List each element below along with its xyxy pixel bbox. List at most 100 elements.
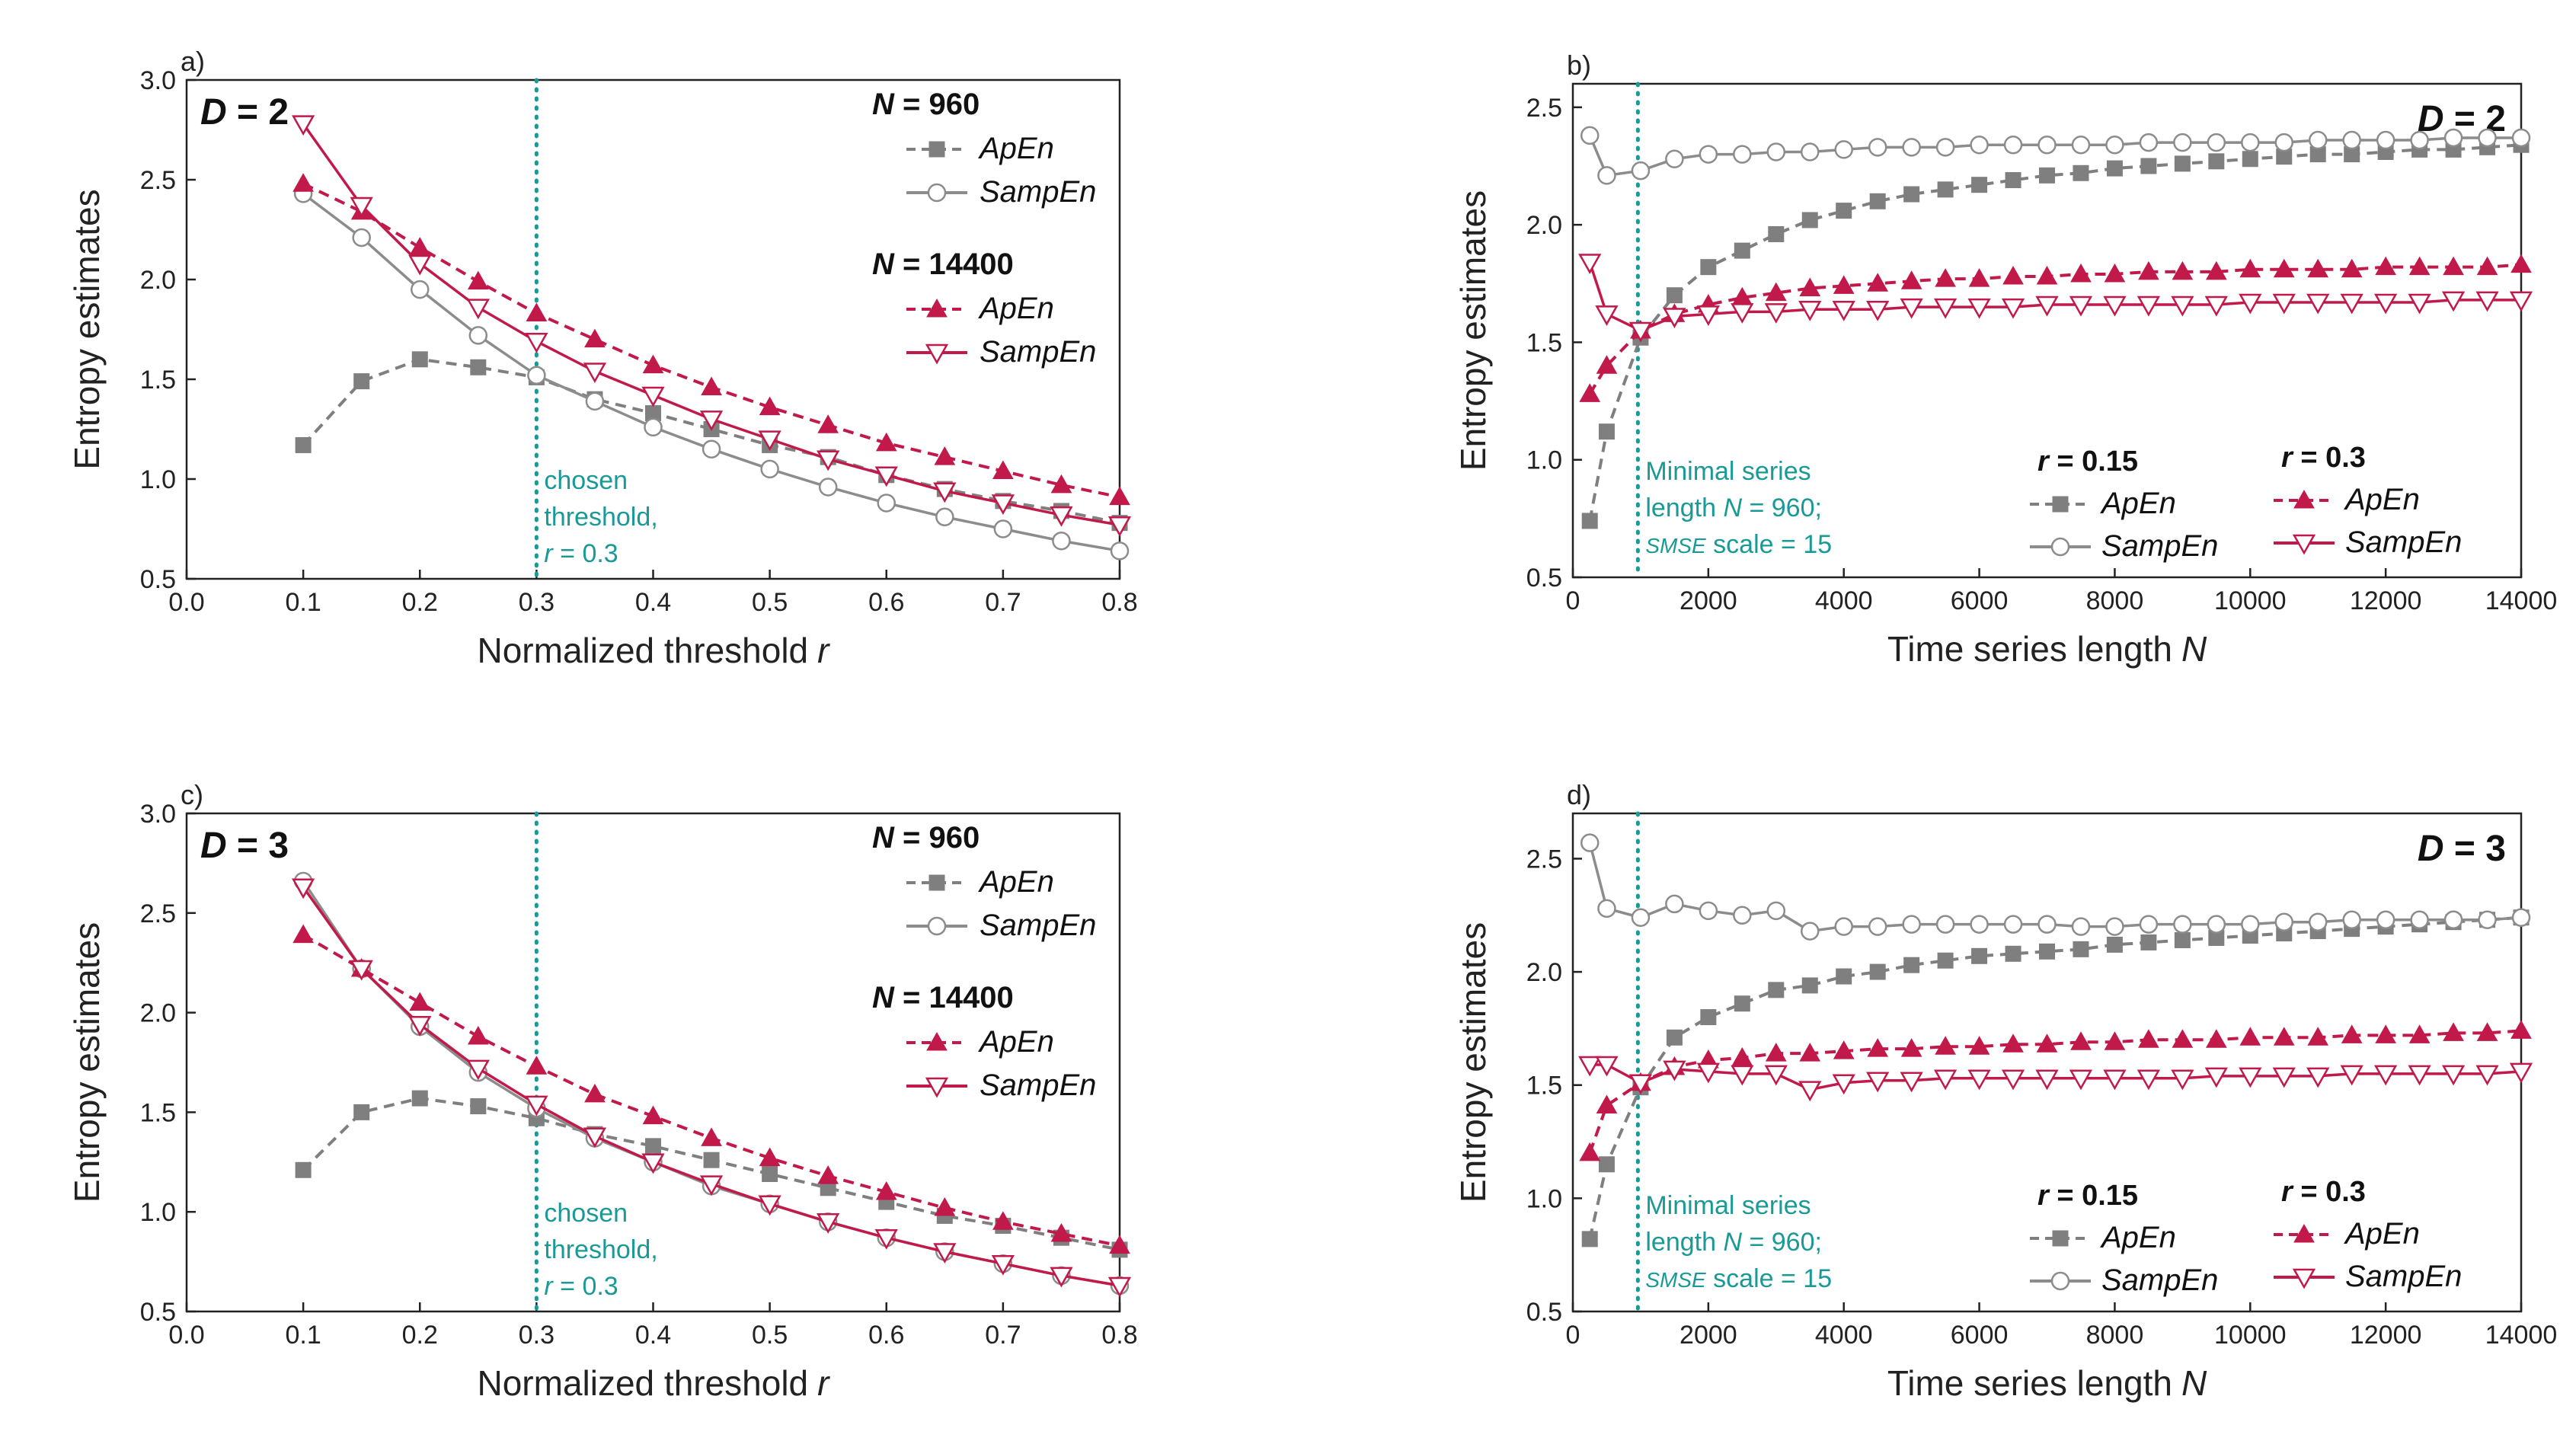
data-point: [2374, 293, 2398, 315]
series-sampen-1: [1580, 833, 2531, 941]
data-point: [1733, 145, 1752, 164]
series-sampen-1: [1580, 126, 2531, 185]
data-point: [1798, 1081, 1822, 1102]
data-point: [699, 411, 724, 431]
data-point: [762, 1165, 778, 1182]
plot-frame: [1571, 812, 2523, 1313]
data-point: [1596, 1094, 1618, 1113]
data-point: [350, 196, 373, 218]
data-point: [295, 436, 312, 453]
data-point: [644, 417, 663, 437]
data-point: [2172, 1029, 2194, 1048]
data-point: [1597, 166, 1616, 185]
data-point: [1869, 963, 1886, 980]
x-axis-title-main: Normalized threshold: [478, 631, 809, 670]
series-sampen-3: [291, 115, 1132, 537]
data-point: [1902, 915, 1921, 934]
data-point: [1734, 242, 1750, 259]
x-tick-label: 0.0: [168, 588, 204, 617]
reference-annotation-line: r = 0.3: [544, 539, 618, 568]
data-point: [2106, 160, 2123, 177]
data-point: [703, 1152, 720, 1168]
data-point: [2204, 1067, 2228, 1088]
x-tick-label: 10000: [2214, 1321, 2287, 1350]
y-tick-label: 1.0: [1526, 446, 1562, 475]
data-point: [2173, 133, 2192, 152]
data-point: [1663, 308, 1686, 329]
data-point: [2003, 915, 2023, 934]
legend-title: r = 0.3: [2281, 442, 2366, 474]
legend-title: N = 14400: [872, 981, 1014, 1014]
data-point: [1765, 282, 1787, 302]
x-axis-title-var: N: [2181, 629, 2207, 669]
x-tick-label: 0.4: [635, 1321, 671, 1350]
data-point: [1050, 1267, 1073, 1288]
legend-swatch-marker: [926, 1031, 948, 1051]
data-point: [2208, 153, 2225, 170]
data-point: [353, 373, 370, 390]
data-point: [1801, 142, 1820, 161]
data-point: [408, 1016, 432, 1037]
data-point: [2306, 1067, 2330, 1088]
data-point: [2241, 133, 2260, 152]
data-point: [1937, 181, 1954, 198]
data-point: [1628, 321, 1653, 343]
data-point: [2376, 130, 2395, 150]
data-point: [2509, 291, 2533, 312]
legend: r = 0.15 ApEn SampEn r = 0.3 ApEn SampEn: [2030, 442, 2462, 563]
y-tick-label: 2.0: [1526, 211, 1562, 240]
data-point: [817, 450, 840, 471]
data-point: [1766, 142, 1786, 161]
data-point: [1832, 1074, 1855, 1095]
data-point: [2039, 167, 2055, 184]
y-tick-label: 1.0: [140, 465, 176, 494]
panel-label: a): [181, 46, 205, 77]
x-tick-label: 0.2: [402, 588, 438, 617]
data-point: [1903, 186, 1920, 203]
y-tick-label: 1.5: [140, 1098, 176, 1127]
x-tick-label: 4000: [1815, 586, 1873, 615]
data-point: [2307, 1027, 2329, 1046]
legend-title: N = 960: [872, 88, 980, 121]
reference-annotation-line: chosen: [544, 1199, 628, 1228]
data-point: [2036, 266, 2058, 285]
data-point: [1631, 161, 1651, 180]
legend-label: SampEn: [980, 909, 1096, 942]
x-tick-label: 0.6: [868, 588, 904, 617]
data-point: [2039, 943, 2055, 960]
y-tick-label: 2.5: [1526, 845, 1562, 874]
legend-swatch-marker: [2052, 1230, 2069, 1247]
series-sampen-3: [1578, 254, 2533, 343]
legend-swatch-marker: [928, 874, 945, 891]
data-point: [2174, 155, 2191, 172]
x-tick-label: 0.5: [752, 588, 788, 617]
data-point: [1833, 275, 1855, 294]
panel-label: c): [181, 779, 203, 810]
data-point: [2511, 908, 2531, 927]
data-point: [1903, 957, 1920, 973]
data-point: [2340, 293, 2363, 315]
data-point: [350, 960, 373, 981]
x-tick-label: 0: [1566, 1321, 1580, 1350]
data-point: [525, 1095, 548, 1117]
x-axis-title-var: r: [817, 1363, 830, 1403]
data-point: [1935, 138, 1955, 157]
data-point: [1696, 1062, 1720, 1084]
data-point: [2001, 298, 2025, 319]
legend-label: SampEn: [2101, 529, 2218, 563]
data-point: [1666, 287, 1683, 304]
y-axis-title: Entropy estimates: [1453, 190, 1493, 471]
data-point: [1663, 1060, 1686, 1081]
data-point: [993, 519, 1013, 538]
data-point: [1971, 947, 1988, 964]
data-point: [1834, 140, 1853, 159]
data-point: [295, 1161, 312, 1178]
data-point: [1867, 273, 1889, 292]
y-tick-label: 2.0: [140, 266, 176, 295]
data-point: [1734, 995, 1750, 1012]
legend-swatch-marker: [2293, 1223, 2315, 1243]
data-point: [2341, 258, 2363, 278]
data-point: [2340, 1065, 2363, 1086]
data-point: [2475, 1065, 2499, 1086]
y-tick-label: 2.5: [140, 166, 176, 195]
